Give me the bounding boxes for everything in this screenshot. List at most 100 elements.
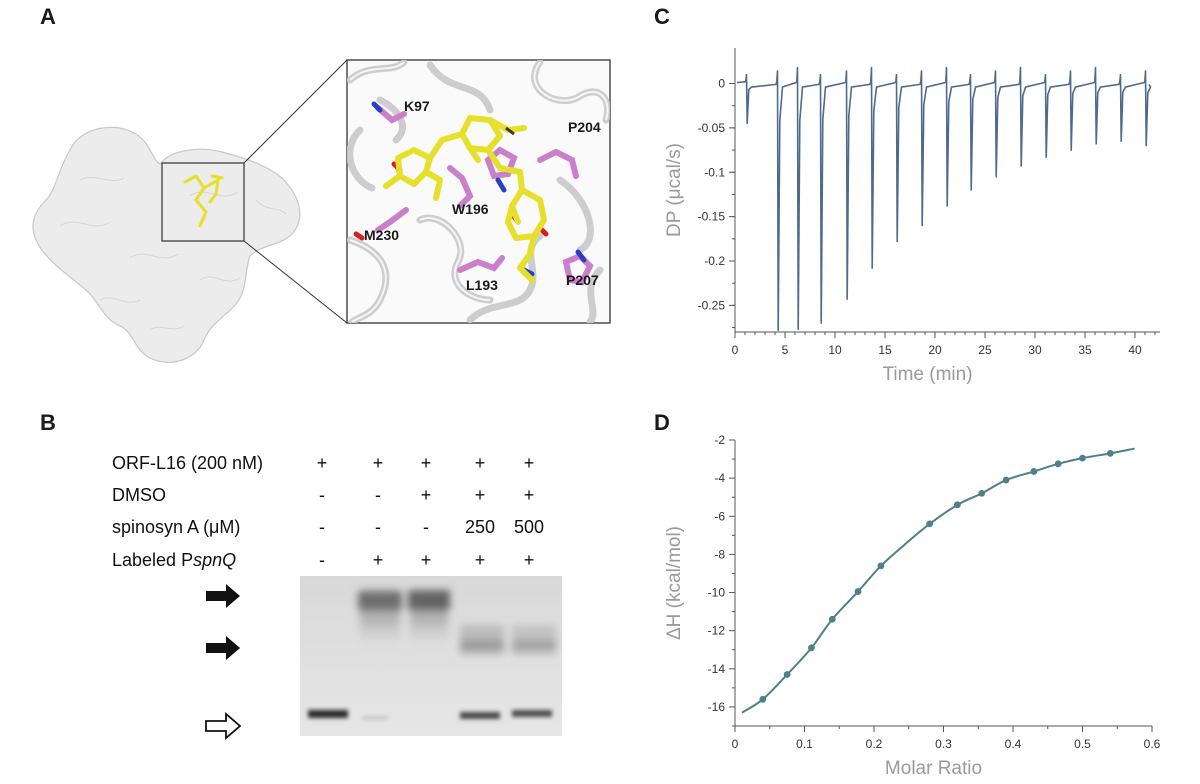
- gel-image: [205, 576, 562, 740]
- zoom-line-bottom: [243, 240, 348, 324]
- fit-curve: [741, 447, 1135, 714]
- residue-label-l193: L193: [466, 277, 498, 293]
- cell-r0-l1: +: [316, 453, 328, 473]
- data-point: [877, 562, 885, 570]
- panel-label-d: D: [654, 410, 670, 435]
- cell-r3-l5: +: [523, 550, 535, 570]
- cell-r2-l5: 500: [513, 517, 545, 537]
- free-probe-bands: [308, 710, 552, 720]
- residue-label-p204: P204: [568, 119, 601, 135]
- x-tick-label: 5: [782, 343, 789, 357]
- data-point: [808, 644, 815, 652]
- data-point: [954, 501, 961, 509]
- cell-r0-l4: +: [474, 453, 486, 473]
- cell-r1-l1: -: [319, 485, 325, 505]
- data-point: [1030, 468, 1038, 475]
- row-label-probe-prefix: Labeled P: [112, 550, 194, 570]
- y-tick-label: -4: [714, 471, 725, 485]
- cell-r3-l2: +: [372, 550, 384, 570]
- data-point: [1106, 449, 1114, 457]
- x-tick-label: 0.4: [1005, 737, 1022, 751]
- y-tick-label: -14: [708, 662, 726, 676]
- cell-r2-l1: -: [319, 517, 325, 537]
- thermogram-trace: [736, 66, 1152, 332]
- x-tick-label: 0.6: [1144, 737, 1161, 751]
- residue-label-p207: P207: [566, 272, 599, 288]
- y-tick-label: -0.2: [704, 254, 725, 268]
- structure-figure: K97 P204 W196 M230 L193 P207: [32, 59, 611, 363]
- y-tick-label: -0.25: [698, 298, 726, 312]
- row-label-orf: ORF-L16 (200 nM): [112, 453, 264, 473]
- x-tick-label: 10: [828, 343, 842, 357]
- residue-label-m230: M230: [364, 227, 399, 243]
- surface-texture: [59, 176, 287, 331]
- zoom-line-top: [243, 59, 348, 164]
- row-label-probe-gene: spnQ: [193, 550, 237, 570]
- cell-r1-l4: +: [474, 485, 486, 505]
- y-tick-label: -16: [708, 700, 726, 714]
- row-label-spinosyn: spinosyn A (μM): [112, 517, 241, 537]
- ligand-small: [183, 174, 224, 228]
- cell-r3-l3: +: [420, 550, 432, 570]
- y-tick-label: -0.15: [698, 210, 726, 224]
- y-axis-label: DP (μcal/s): [664, 143, 685, 237]
- cell-r2-l2: -: [375, 517, 381, 537]
- itc-thermogram-chart: 0 -0.05 -0.1 -0.15 -0.2 -0.25 0 5 10 15 20 25 30 35 40…: [664, 48, 1160, 385]
- y-tick-label: -2: [714, 433, 725, 447]
- cell-r1-l2: -: [375, 485, 381, 505]
- ligand-carbon: [505, 126, 515, 136]
- data-point: [1079, 454, 1086, 462]
- y-tick-label: 0: [718, 77, 725, 91]
- y-tick-label: -10: [708, 586, 726, 600]
- data-point: [1002, 476, 1010, 484]
- cell-r3-l1: -: [319, 550, 325, 570]
- x-tick-label: 0.2: [866, 737, 883, 751]
- x-axis-label: Molar Ratio: [885, 758, 982, 779]
- residue-sticks: [375, 105, 594, 286]
- panel-label-c: C: [654, 4, 670, 29]
- binding-pocket-inset: K97 P204 W196 M230 L193 P207: [346, 59, 611, 324]
- data-point: [854, 588, 862, 595]
- panel-label-b: B: [40, 410, 56, 435]
- x-tick-label: 0.5: [1074, 737, 1091, 751]
- data-point: [926, 520, 933, 528]
- arrow-complex-upper: [206, 584, 240, 608]
- x-tick-label: 40: [1128, 343, 1142, 357]
- arrow-free-probe: [205, 712, 242, 740]
- x-axis-label: Time (min): [882, 364, 972, 385]
- cell-r2-l3: -: [423, 517, 429, 537]
- y-tick-label: -6: [714, 509, 725, 523]
- residue-label-w196: W196: [452, 201, 489, 217]
- data-point: [978, 489, 986, 497]
- data-point: [828, 615, 836, 623]
- data-point: [783, 671, 791, 678]
- x-tick-label: 30: [1028, 343, 1042, 357]
- x-tick-label: 35: [1078, 343, 1092, 357]
- x-tick-label: 15: [878, 343, 892, 357]
- y-tick-label: -0.05: [698, 121, 726, 135]
- residue-label-k97: K97: [404, 98, 430, 114]
- x-tick-label: 0: [732, 343, 739, 357]
- cell-r1-l5: +: [523, 485, 535, 505]
- y-tick-label: -8: [714, 547, 725, 561]
- x-tick-label: 0: [732, 737, 739, 751]
- cell-r2-l4: 250: [464, 517, 496, 537]
- data-point: [759, 695, 767, 703]
- protein-surface: [32, 126, 301, 363]
- zoom-box: [161, 162, 245, 242]
- itc-binding-isotherm-chart: -2 -4 -6 -8 -10 -12 -14 -16 0 0.1 0.2 0.3 0.4 0.5 0.6 M…: [664, 433, 1161, 779]
- middle-complex-bands: [460, 625, 556, 655]
- data-point: [1054, 460, 1062, 468]
- cell-r0-l5: +: [523, 453, 535, 473]
- row-label-probe: Labeled PspnQ: [112, 550, 236, 571]
- upper-complex-bands: [358, 590, 450, 650]
- cell-r3-l4: +: [474, 550, 486, 570]
- panel-label-a: A: [40, 4, 56, 29]
- y-tick-label: -12: [708, 624, 726, 638]
- arrow-complex-lower: [206, 636, 240, 660]
- cell-r0-l2: +: [372, 453, 384, 473]
- x-tick-label: 0.1: [796, 737, 813, 751]
- cell-r0-l3: +: [420, 453, 432, 473]
- x-tick-label: 0.3: [935, 737, 952, 751]
